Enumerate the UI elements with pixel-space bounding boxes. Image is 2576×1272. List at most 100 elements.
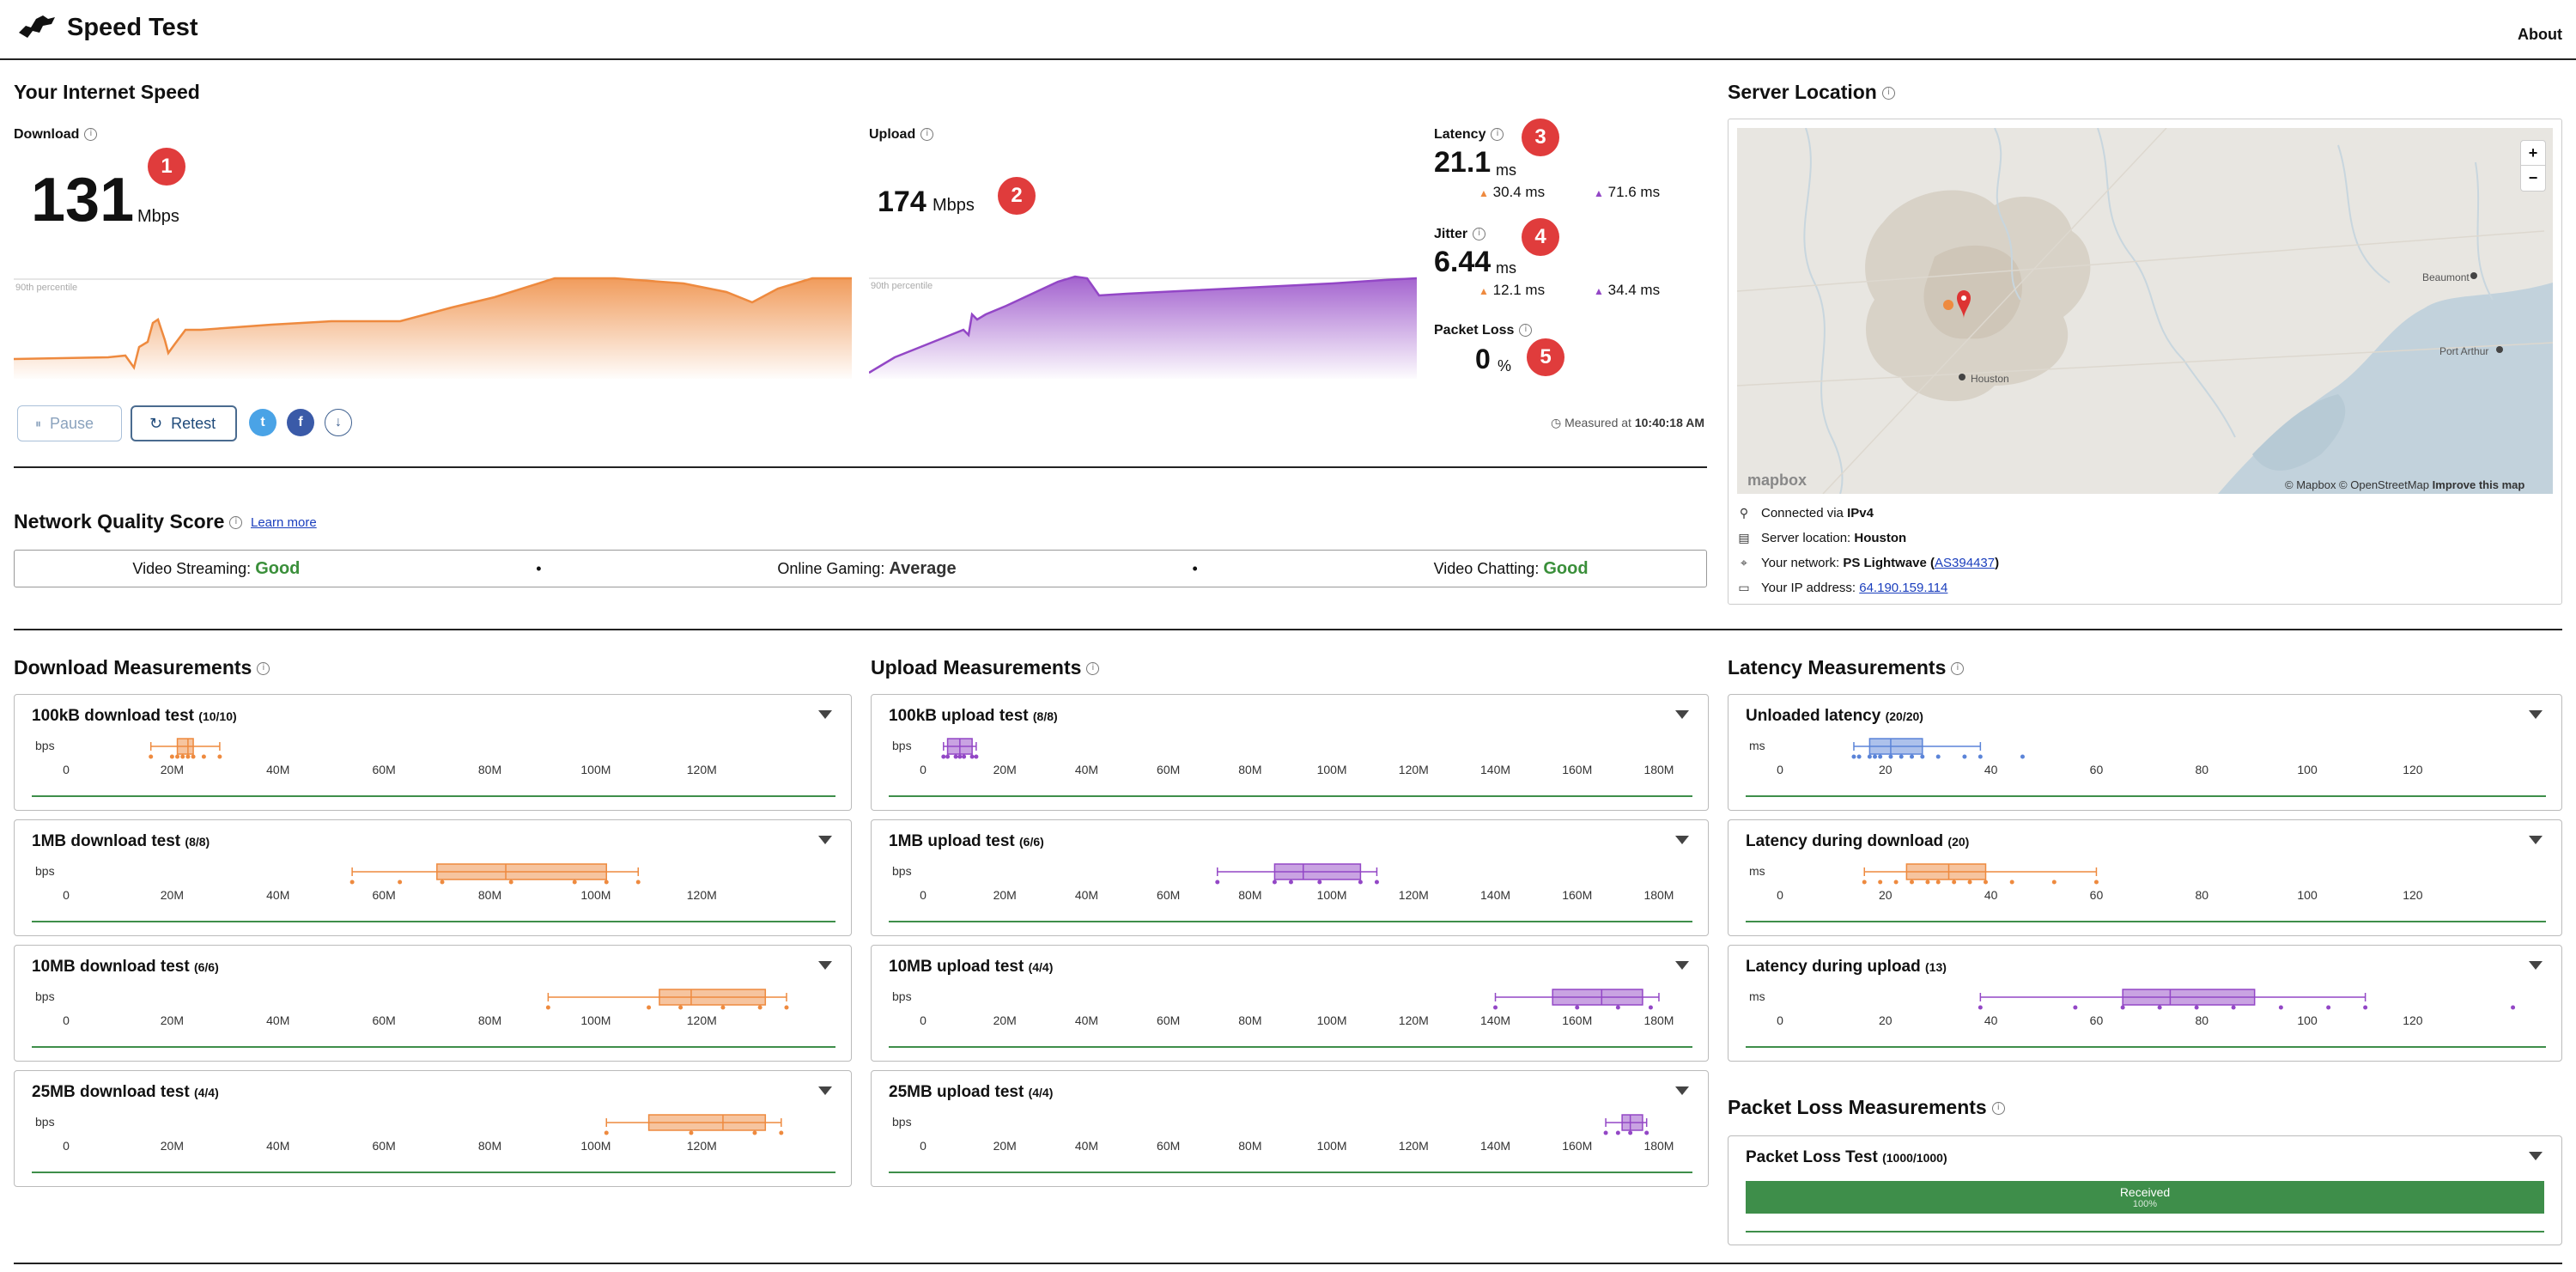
sample-point bbox=[784, 1005, 789, 1010]
asn-link[interactable]: AS394437 bbox=[1935, 556, 1996, 570]
download-results-icon[interactable]: ↓ bbox=[325, 409, 352, 436]
chevron-down-icon[interactable] bbox=[818, 961, 832, 970]
axis-unit-label: ms bbox=[1749, 864, 1765, 878]
latency-test-title: Latency during download (20) bbox=[1746, 832, 1970, 850]
info-icon[interactable]: i bbox=[84, 128, 98, 142]
axis-tick-label: 100M bbox=[1317, 1013, 1347, 1027]
axis-tick-label: 180M bbox=[1643, 888, 1674, 902]
upload-boxplot: bps 0 20M 40M 60M 80M 100M 120M 140M 160M 180M bbox=[889, 1114, 1692, 1173]
latency-test-card[interactable]: Latency during download (20) ms 0 20 40 60 80 1… bbox=[1728, 819, 2562, 936]
info-icon[interactable]: i bbox=[1473, 228, 1486, 241]
axis-tick-label: 40 bbox=[1984, 1013, 1998, 1027]
chevron-down-icon[interactable] bbox=[2529, 1152, 2543, 1160]
axis-tick-label: 80M bbox=[478, 1013, 501, 1027]
axis-tick-label: 120M bbox=[1399, 1139, 1429, 1153]
download-test-title: 25MB download test (4/4) bbox=[32, 1083, 219, 1101]
axis-tick-label: 60 bbox=[2090, 1013, 2104, 1027]
latency-test-card[interactable]: Latency during upload (13) ms 0 20 40 60 80 100… bbox=[1728, 945, 2562, 1062]
chevron-down-icon[interactable] bbox=[818, 1086, 832, 1095]
download-test-card[interactable]: 1MB download test (8/8) bps 0 20M 40M 60M 80M 1… bbox=[14, 819, 852, 936]
info-icon[interactable]: i bbox=[1951, 662, 1965, 676]
info-icon[interactable]: i bbox=[920, 128, 934, 142]
sample-point bbox=[1888, 754, 1893, 759]
axis-tick-label: 20M bbox=[161, 1013, 184, 1027]
sample-point bbox=[962, 754, 967, 759]
chevron-down-icon[interactable] bbox=[1675, 710, 1689, 719]
sample-point bbox=[752, 1130, 757, 1135]
sample-point bbox=[1575, 1005, 1580, 1010]
info-icon[interactable]: i bbox=[1519, 324, 1533, 338]
sample-point bbox=[1978, 754, 1983, 759]
axis-tick-label: 120M bbox=[687, 1139, 717, 1153]
info-icon[interactable]: i bbox=[1881, 87, 1895, 100]
download-test-card[interactable]: 100kB download test (10/10) bps 0 20M 40M 60M… bbox=[14, 694, 852, 811]
latency-boxplot: ms 0 20 40 60 80 100 120 bbox=[1746, 738, 2546, 797]
pause-button[interactable]: ⏸ Pause bbox=[17, 405, 122, 441]
axis-tick-label: 0 bbox=[63, 763, 70, 776]
facebook-icon[interactable]: f bbox=[287, 409, 314, 436]
download-boxplot: bps 0 20M 40M 60M 80M 100M 120M bbox=[32, 1114, 835, 1173]
sample-point bbox=[149, 754, 154, 759]
upload-test-title: 100kB upload test (8/8) bbox=[889, 707, 1058, 725]
latency-test-title: Latency during upload (13) bbox=[1746, 958, 1947, 976]
zoom-out-button[interactable]: − bbox=[2520, 166, 2546, 192]
map-attribution[interactable]: © Mapbox © OpenStreetMap Improve this ma… bbox=[2285, 478, 2525, 491]
chevron-down-icon[interactable] bbox=[818, 710, 832, 719]
separator-dot: • bbox=[1192, 559, 1198, 577]
axis-tick-label: 0 bbox=[920, 888, 927, 902]
axis-tick-label: 80M bbox=[1238, 888, 1261, 902]
chevron-down-icon[interactable] bbox=[2529, 836, 2543, 844]
iqr-box bbox=[2122, 989, 2256, 1006]
refresh-icon: ↻ bbox=[149, 414, 163, 432]
about-link[interactable]: About bbox=[2518, 26, 2562, 43]
learn-more-link[interactable]: Learn more bbox=[251, 515, 317, 530]
chevron-down-icon[interactable] bbox=[818, 836, 832, 844]
server-marker-icon[interactable] bbox=[1943, 290, 1971, 319]
chevron-down-icon[interactable] bbox=[1675, 1086, 1689, 1095]
sample-point bbox=[1317, 879, 1322, 885]
chevron-down-icon[interactable] bbox=[1675, 961, 1689, 970]
zoom-in-button[interactable]: + bbox=[2520, 140, 2546, 166]
sample-point bbox=[175, 754, 180, 759]
sample-point bbox=[201, 754, 206, 759]
info-icon[interactable]: i bbox=[229, 516, 243, 530]
axis-unit-label: bps bbox=[35, 1115, 55, 1129]
network-quality-title: Network Quality Score i bbox=[14, 510, 243, 533]
download-test-card[interactable]: 25MB download test (4/4) bps 0 20M 40M 60M 80M… bbox=[14, 1070, 852, 1187]
chevron-down-icon[interactable] bbox=[2529, 961, 2543, 970]
axis-unit-label: bps bbox=[892, 864, 912, 878]
axis-tick-label: 60M bbox=[373, 1139, 396, 1153]
axis-tick-label: 120 bbox=[2403, 1013, 2423, 1027]
chevron-down-icon[interactable] bbox=[1675, 836, 1689, 844]
twitter-icon[interactable]: t bbox=[249, 409, 276, 436]
axis-unit-label: bps bbox=[892, 739, 912, 752]
upload-test-card[interactable]: 10MB upload test (4/4) bps 0 20M 40M 60M 80M 10… bbox=[871, 945, 1709, 1062]
upload-test-card[interactable]: 25MB upload test (4/4) bps 0 20M 40M 60M 80M 10… bbox=[871, 1070, 1709, 1187]
upload-test-card[interactable]: 100kB upload test (8/8) bps 0 20M 40M 60M 80M 1… bbox=[871, 694, 1709, 811]
axis-tick-label: 140M bbox=[1480, 888, 1510, 902]
axis-unit-label: bps bbox=[35, 989, 55, 1003]
retest-button[interactable]: ↻ Retest bbox=[131, 405, 237, 441]
download-boxplot: bps 0 20M 40M 60M 80M 100M 120M bbox=[32, 738, 835, 797]
server-map[interactable]: Houston Beaumont Port Arthur mapbox bbox=[1737, 128, 2553, 494]
received-percent: 100% bbox=[2132, 1199, 2158, 1209]
ip-link[interactable]: 64.190.159.114 bbox=[1859, 581, 1948, 595]
download-test-card[interactable]: 10MB download test (6/6) bps 0 20M 40M 60M 80M… bbox=[14, 945, 852, 1062]
info-icon[interactable]: i bbox=[1086, 662, 1100, 676]
axis-tick-label: 20M bbox=[161, 888, 184, 902]
upload-test-card[interactable]: 1MB upload test (6/6) bps 0 20M 40M 60M 80M 100… bbox=[871, 819, 1709, 936]
sample-point bbox=[398, 879, 403, 885]
packet-loss-badge: 5 bbox=[1527, 338, 1564, 376]
info-icon[interactable]: i bbox=[1491, 128, 1504, 142]
info-icon[interactable]: i bbox=[1991, 1102, 2005, 1116]
packet-loss-test-card[interactable]: Packet Loss Test (1000/1000) Received 10… bbox=[1728, 1135, 2562, 1245]
sample-point bbox=[1978, 1005, 1983, 1010]
sample-point bbox=[779, 1130, 784, 1135]
axis-tick-label: 80M bbox=[478, 763, 501, 776]
chevron-down-icon[interactable] bbox=[2529, 710, 2543, 719]
info-icon[interactable]: i bbox=[257, 662, 270, 676]
latency-test-card[interactable]: Unloaded latency (20/20) ms 0 20 40 60 80 100 12… bbox=[1728, 694, 2562, 811]
sample-point bbox=[2231, 1005, 2236, 1010]
axis-tick-label: 140M bbox=[1480, 1013, 1510, 1027]
axis-tick-label: 20M bbox=[993, 888, 1017, 902]
